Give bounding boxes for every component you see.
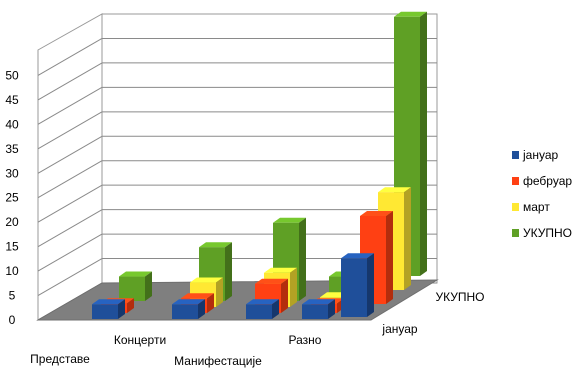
bar-јануар-Представе xyxy=(92,299,125,319)
bar-side xyxy=(290,267,297,307)
y-tick-label: 50 xyxy=(5,68,19,82)
bar-side xyxy=(386,211,393,304)
bar-top xyxy=(341,253,374,259)
bar-top xyxy=(264,267,297,273)
bar-side xyxy=(198,299,205,319)
y-tick-label: 25 xyxy=(5,191,19,205)
gridline-side xyxy=(37,86,103,125)
gridline-side xyxy=(37,209,103,248)
legend-swatch xyxy=(512,177,519,185)
bar-front xyxy=(246,304,272,319)
bar-side xyxy=(127,298,134,313)
bar-top xyxy=(273,217,306,223)
x-category-label: Манифестације xyxy=(174,354,262,368)
bar-top xyxy=(360,211,393,216)
gridline-side xyxy=(37,62,103,101)
bar-side xyxy=(272,299,279,319)
bar-front xyxy=(92,304,118,319)
bar-side xyxy=(281,278,288,313)
bar-right-јануар xyxy=(341,253,374,317)
legend-label: фебруар xyxy=(523,174,573,188)
y-tick-label: 30 xyxy=(5,166,19,180)
bar-side xyxy=(420,11,427,277)
bar-side xyxy=(299,217,306,301)
y-tick-label: 5 xyxy=(9,289,16,303)
x-category-label: Разно xyxy=(289,333,322,347)
bar-side xyxy=(145,271,152,301)
bar-top xyxy=(181,293,214,299)
y-tick-label: 35 xyxy=(5,142,19,156)
legend-label: јануар xyxy=(523,148,559,162)
bar-side xyxy=(118,299,125,319)
y-tick-label: 20 xyxy=(5,215,19,229)
depth-axis-labels: јануар УКУПНО xyxy=(381,290,484,336)
y-tick-label: 15 xyxy=(5,240,19,254)
y-tick-label: 0 xyxy=(9,313,16,327)
bar-top xyxy=(302,299,335,305)
bar-side xyxy=(207,293,214,313)
bar-side xyxy=(216,277,223,307)
gridline-side xyxy=(37,258,103,296)
bar-front xyxy=(302,304,328,319)
bar-top xyxy=(119,271,152,277)
legend-swatch xyxy=(512,151,519,159)
bar-top xyxy=(246,299,279,305)
bar-side xyxy=(225,242,232,301)
x-category-label: Концерти xyxy=(114,333,166,347)
bar-side xyxy=(367,253,374,317)
legend-label: УКУПНО xyxy=(523,226,572,240)
gridline-side xyxy=(37,233,103,272)
depth-axis-label: УКУПНО xyxy=(436,290,485,304)
legend-swatch xyxy=(512,203,519,211)
bar-top xyxy=(199,242,232,248)
bar-front xyxy=(341,258,367,317)
bar-top xyxy=(394,11,427,17)
bar-front xyxy=(172,304,198,319)
bar-УКУПНО-Представе xyxy=(119,271,152,301)
y-axis-tick-labels: 0 5 10 15 20 25 30 35 40 45 50 xyxy=(5,68,19,327)
bar-top xyxy=(92,299,125,305)
bar-јануар-Разно xyxy=(302,299,335,319)
bar-front xyxy=(119,276,145,301)
y-tick-label: 45 xyxy=(5,93,19,107)
x-axis-category-labels: Представе Концерти Манифестације Разно xyxy=(30,333,322,368)
bar-side xyxy=(404,187,411,290)
legend-label: март xyxy=(523,200,550,214)
y-tick-label: 40 xyxy=(5,117,19,131)
legend-item: јануар xyxy=(512,146,582,164)
legend-item: март xyxy=(512,198,582,216)
bar-јануар-Манифестације xyxy=(246,299,279,319)
legend-item: УКУПНО xyxy=(512,224,582,242)
gridline-side xyxy=(37,135,103,174)
y-tick-label: 10 xyxy=(5,264,19,278)
legend: јануар фебруар март УКУПНО xyxy=(512,146,582,250)
bar-top xyxy=(255,278,288,284)
gridline-side xyxy=(37,184,103,223)
gridline-side xyxy=(37,111,103,150)
bar-top xyxy=(190,277,223,283)
bar-side xyxy=(328,299,335,319)
bar-јануар-Концерти xyxy=(172,299,205,319)
gridline-side xyxy=(37,160,103,199)
depth-axis-label: јануар xyxy=(381,322,418,336)
legend-item: фебруар xyxy=(512,172,582,190)
bars xyxy=(92,11,427,319)
x-category-label: Представе xyxy=(30,352,90,366)
legend-swatch xyxy=(512,229,519,237)
bar-top xyxy=(172,299,205,305)
left-wall xyxy=(37,13,103,321)
gridline-side xyxy=(37,38,103,76)
bar-top xyxy=(378,187,411,193)
